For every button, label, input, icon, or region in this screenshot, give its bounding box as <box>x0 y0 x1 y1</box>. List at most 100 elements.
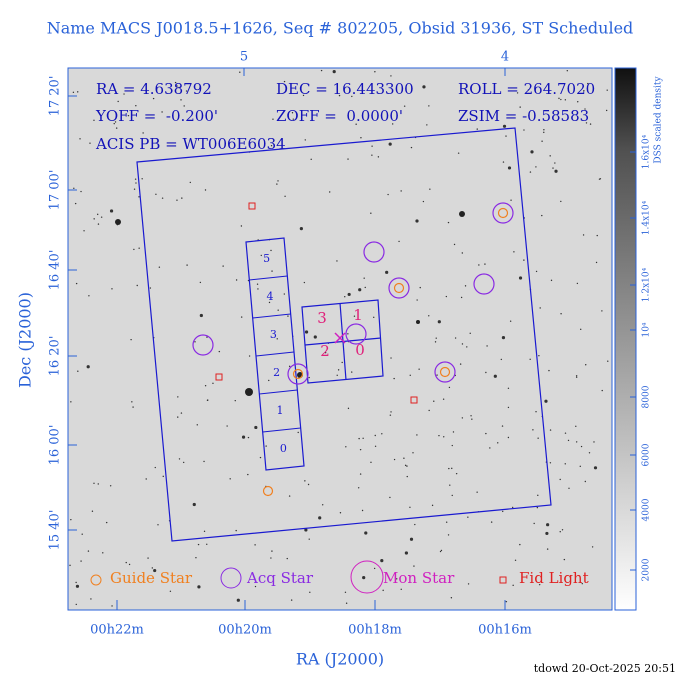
star <box>154 466 156 469</box>
star <box>445 521 448 523</box>
star <box>490 521 493 523</box>
top-label: 5 <box>240 50 248 65</box>
star <box>131 401 133 403</box>
star <box>451 494 453 497</box>
star <box>400 588 402 590</box>
acq-star <box>473 273 495 295</box>
star <box>75 584 80 588</box>
chip-label: 5 <box>263 252 270 265</box>
star <box>507 387 510 389</box>
star <box>271 550 273 552</box>
star <box>318 516 322 520</box>
star <box>371 154 373 156</box>
star <box>229 478 231 480</box>
star <box>299 227 303 231</box>
star <box>374 445 377 448</box>
dec: DEC = 16.443300 <box>276 80 414 98</box>
star <box>450 597 453 599</box>
star <box>601 389 603 392</box>
star <box>297 431 299 434</box>
star <box>177 396 179 398</box>
star <box>409 506 411 509</box>
star <box>389 496 391 499</box>
star <box>429 188 431 190</box>
star <box>476 491 478 493</box>
star <box>476 128 478 130</box>
star <box>544 399 548 403</box>
star <box>461 343 464 345</box>
star <box>566 70 568 72</box>
star <box>135 104 137 107</box>
star <box>461 417 464 419</box>
star <box>80 190 82 193</box>
star <box>88 295 90 297</box>
chip-label: 3 <box>270 328 277 341</box>
star <box>332 69 336 74</box>
star <box>467 583 470 585</box>
star <box>381 433 383 435</box>
star <box>461 252 464 254</box>
star <box>345 446 347 448</box>
star <box>93 119 95 122</box>
star <box>519 543 521 546</box>
y-tick-label: 15 40' <box>48 510 63 551</box>
star <box>339 512 342 514</box>
star <box>87 550 90 552</box>
star <box>523 259 525 261</box>
x-tick-label: 00h22m <box>90 623 144 638</box>
star <box>178 86 180 89</box>
colorbar <box>614 67 637 611</box>
star <box>422 200 425 203</box>
star <box>247 473 249 476</box>
cb-tick-label: 6000 <box>642 443 652 466</box>
star <box>548 369 550 372</box>
star <box>226 425 228 427</box>
star <box>204 189 207 191</box>
star <box>447 534 450 536</box>
star <box>371 145 373 147</box>
star <box>304 330 309 334</box>
y-tick-label: 16 00' <box>48 425 63 466</box>
star <box>439 550 442 553</box>
star <box>133 248 135 251</box>
star <box>313 335 317 339</box>
star <box>413 565 415 567</box>
star <box>75 282 78 285</box>
star <box>304 528 308 532</box>
chip-label: 4 <box>267 290 274 303</box>
star <box>549 429 552 431</box>
star <box>181 197 183 199</box>
star <box>265 445 267 447</box>
y-tick-label: 16 40' <box>48 250 63 291</box>
star <box>176 199 178 201</box>
chip-edge <box>259 389 298 395</box>
star <box>153 568 157 573</box>
star <box>157 524 159 526</box>
star <box>218 350 221 353</box>
cb-tick-label: 4000 <box>642 498 652 521</box>
star <box>560 313 562 315</box>
star <box>359 448 362 451</box>
star <box>138 247 140 249</box>
legend-label: Fid Light <box>519 569 589 587</box>
star <box>155 193 157 195</box>
star <box>288 365 291 368</box>
star <box>538 354 540 357</box>
legend-label: Guide Star <box>110 569 193 587</box>
star <box>404 464 407 467</box>
star <box>75 581 77 584</box>
star <box>271 270 273 272</box>
star <box>484 263 486 265</box>
star <box>575 441 578 443</box>
star <box>537 494 539 497</box>
star <box>560 200 562 203</box>
star <box>564 463 566 465</box>
star <box>591 546 594 548</box>
star <box>72 91 75 94</box>
cb-tick-label: 1.6x10⁴ <box>642 134 652 169</box>
star <box>559 530 561 533</box>
star <box>374 71 376 73</box>
star <box>91 510 94 512</box>
guide-star <box>439 366 451 378</box>
